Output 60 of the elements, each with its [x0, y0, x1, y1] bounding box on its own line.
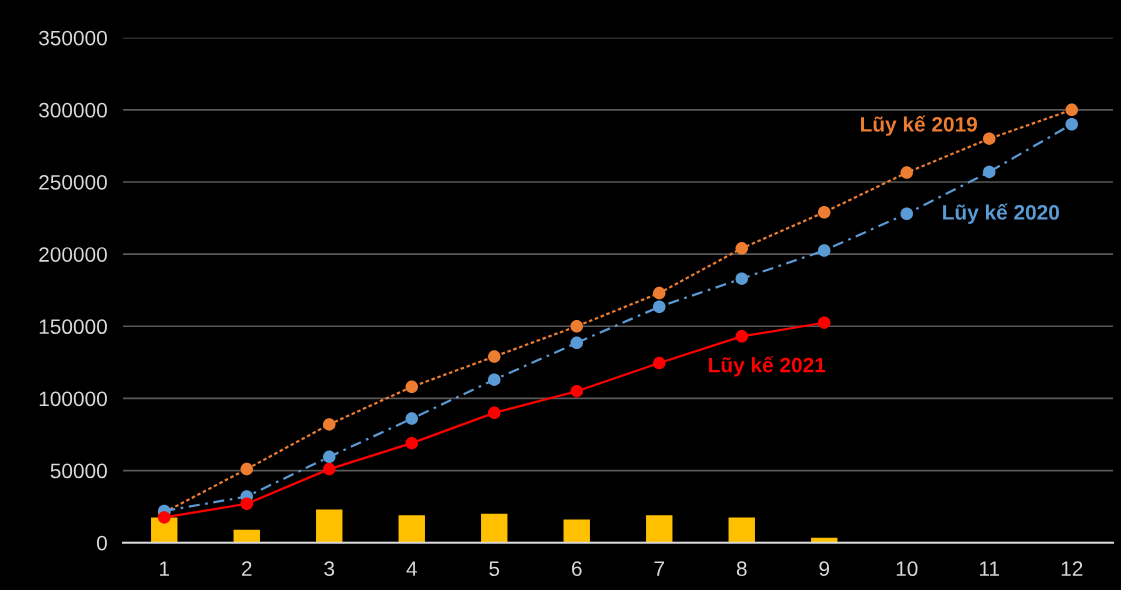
point: [488, 373, 501, 386]
point: [818, 206, 831, 219]
x-tick-label: 1: [160, 561, 170, 576]
point: [405, 436, 418, 450]
x-tick-label: 5: [489, 561, 500, 577]
point: [158, 511, 171, 524]
point: [1065, 118, 1078, 131]
point: [240, 462, 253, 476]
x-tick-label: 9: [819, 561, 830, 577]
point: [735, 242, 748, 255]
bar: [646, 515, 673, 543]
point: [405, 412, 418, 425]
bar: [398, 515, 425, 543]
point: [570, 384, 583, 398]
point: [900, 166, 913, 179]
point: [570, 336, 583, 350]
point: [488, 350, 501, 363]
series-label: Lũy kế 2019: [861, 115, 977, 136]
bar: [563, 519, 590, 543]
point: [323, 418, 336, 431]
x-tick-label: 7: [654, 561, 664, 576]
point: [240, 497, 253, 510]
series-label: Lũy kế 2020: [943, 203, 1059, 224]
point: [735, 330, 748, 343]
y-tick-label: 200000: [39, 247, 107, 262]
point: [1065, 103, 1078, 117]
x-tick-label: 8: [736, 561, 747, 577]
series-label: Lũy kế 2021: [709, 356, 826, 377]
bar: [316, 509, 343, 543]
y-tick-label: 300000: [39, 102, 107, 118]
point: [488, 406, 501, 420]
y-tick-label: 0: [96, 535, 107, 551]
point: [735, 272, 748, 285]
x-tick-label: 3: [324, 561, 335, 577]
point: [818, 316, 831, 329]
y-tick-label: 350000: [39, 30, 107, 46]
point: [323, 462, 336, 476]
point: [405, 380, 418, 394]
x-tick-label: 12: [1061, 561, 1083, 576]
point: [900, 207, 913, 220]
x-tick-label: 2: [242, 561, 252, 576]
point: [983, 165, 996, 179]
bar: [728, 517, 755, 543]
point: [323, 450, 336, 464]
x-tick-label: 11: [980, 561, 1000, 576]
point: [570, 320, 583, 333]
point: [653, 286, 666, 300]
x-tick-label: 6: [572, 561, 582, 577]
y-tick-label: 250000: [39, 174, 107, 190]
point: [653, 300, 666, 314]
y-tick-label: 150000: [39, 319, 107, 335]
bar: [481, 513, 508, 543]
y-tick-label: 50000: [50, 463, 107, 479]
point: [818, 244, 831, 257]
bar: [233, 529, 260, 543]
x-tick-label: 4: [406, 561, 417, 576]
y-tick-label: 100000: [39, 391, 107, 407]
x-tick-label: 10: [896, 561, 918, 577]
point: [983, 132, 996, 145]
point: [653, 356, 666, 370]
